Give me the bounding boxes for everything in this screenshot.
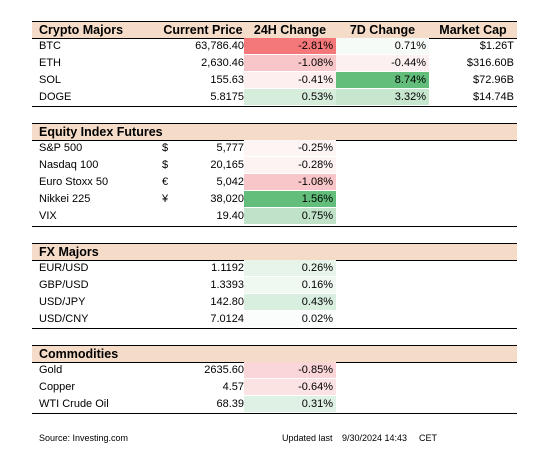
equity-row-eurostoxx: Euro Stoxx 50 € 5,042 -1.08% [32,174,517,190]
change-24h-cell: 0.31% [244,396,336,412]
fx-row-usdjpy: USD/JPY 142.80 0.43% [32,294,517,310]
change-7d-cell: -0.44% [336,55,429,71]
change-24h-cell: 0.75% [244,208,336,224]
change-24h-cell: 0.43% [244,294,336,310]
commodities-header-row: Commodities [32,345,517,363]
asset-name: GBP/USD [39,279,89,291]
crypto-row-sol: SOL 155.63 -0.41% 8.74% $72.96B [32,72,517,88]
asset-price: 63,786.40 [195,40,244,52]
asset-name: DOGE [39,91,72,103]
change-24h-cell: -0.85% [244,362,336,378]
crypto-header-row: Crypto Majors Current Price 24H Change 7… [32,21,517,39]
fx-section-title: FX Majors [39,245,99,259]
asset-name: Nikkei 225 [39,193,91,205]
currency-symbol: € [162,176,169,188]
change-24h-cell: 0.16% [244,277,336,293]
section-divider [32,226,517,227]
fx-header-row: FX Majors [32,243,517,261]
change-24h-cell: 0.53% [244,89,336,105]
asset-name: BTC [39,40,61,52]
crypto-row-doge: DOGE 5.8175 0.53% 3.32% $14.74B [32,89,517,105]
fx-row-usdcny: USD/CNY 7.0124 0.02% [32,311,517,327]
currency-symbol: $ [162,159,169,171]
commodities-section-title: Commodities [39,347,119,361]
asset-name: S&P 500 [39,142,83,154]
section-divider [32,106,517,107]
asset-name: Euro Stoxx 50 [39,176,109,188]
change-24h-cell: -0.28% [244,157,336,173]
asset-name: USD/JPY [39,296,86,308]
change-24h-cell: 0.26% [244,260,336,276]
equity-row-sp500: S&P 500 $ 5,777 -0.25% [32,140,517,156]
commodity-row-copper: Copper 4.57 -0.64% [32,379,517,395]
asset-price: 142.80 [210,296,244,308]
asset-price: 19.40 [216,210,244,222]
timezone-label: CET [419,433,437,443]
section-divider [32,413,517,414]
change-24h-cell: -0.25% [244,140,336,156]
source-note: Source: Investing.com [39,433,129,443]
asset-price: 20,165 [210,159,244,171]
commodity-row-gold: Gold 2635.60 -0.85% [32,362,517,378]
market-cap-cell: $1.26T [479,40,514,52]
equity-header-row: Equity Index Futures [32,123,517,141]
market-cap-cell: $316.60B [466,57,514,69]
change-7d-cell: 8.74% [336,72,429,88]
current-price-header: Current Price [163,23,243,37]
commodity-row-wti: WTI Crude Oil 68.39 0.31% [32,396,517,412]
change-24h-cell: -1.08% [244,55,336,71]
asset-price: 5,777 [216,142,244,154]
asset-price: 7.0124 [210,313,244,325]
change-24h-cell: 0.02% [244,311,336,327]
asset-price: 1.3393 [210,279,244,291]
change-7d-header: 7D Change [349,23,416,37]
equity-row-vix: VIX 19.40 0.75% [32,208,517,224]
updated-timestamp: 9/30/2024 14:43 [342,433,408,443]
asset-name: EUR/USD [39,262,89,274]
asset-price: 2,630.46 [201,57,244,69]
change-24h-cell: -0.64% [244,379,336,395]
currency-symbol: $ [162,142,169,154]
asset-name: SOL [39,74,62,86]
updated-label: Updated last [282,433,333,443]
asset-price: 38,020 [210,193,244,205]
change-24h-cell: -1.08% [244,174,336,190]
asset-name: ETH [39,57,61,69]
asset-name: VIX [39,210,57,222]
change-24h-cell: -2.81% [244,38,336,54]
change-7d-cell: 3.32% [336,89,429,105]
crypto-section-title: Crypto Majors [39,23,124,37]
change-24h-header: 24H Change [253,23,327,37]
equity-section-title: Equity Index Futures [39,125,163,139]
fx-row-eurusd: EUR/USD 1.1192 0.26% [32,260,517,276]
change-7d-cell: 0.71% [336,38,429,54]
asset-name: Copper [39,381,76,393]
fx-row-gbpusd: GBP/USD 1.3393 0.16% [32,277,517,293]
asset-name: Nasdaq 100 [39,159,99,171]
change-24h-cell: 1.56% [244,191,336,207]
section-divider [32,328,517,329]
market-cap-header: Market Cap [439,23,507,37]
asset-price: 4.57 [222,381,244,393]
crypto-row-btc: BTC 63,786.40 -2.81% 0.71% $1.26T [32,38,517,54]
crypto-row-eth: ETH 2,630.46 -1.08% -0.44% $316.60B [32,55,517,71]
change-24h-cell: -0.41% [244,72,336,88]
equity-row-nikkei: Nikkei 225 ¥ 38,020 1.56% [32,191,517,207]
asset-price: 155.63 [210,74,244,86]
asset-name: WTI Crude Oil [39,398,109,410]
asset-name: USD/CNY [39,313,89,325]
asset-price: 5,042 [216,176,244,188]
currency-symbol: ¥ [162,193,169,205]
asset-price: 1.1192 [211,262,244,274]
asset-price: 2635.60 [204,364,244,376]
market-cap-cell: $14.74B [473,91,514,103]
market-cap-cell: $72.96B [473,74,514,86]
asset-price: 68.39 [216,398,244,410]
asset-name: Gold [39,364,63,376]
asset-price: 5.8175 [210,91,244,103]
equity-row-nasdaq: Nasdaq 100 $ 20,165 -0.28% [32,157,517,173]
